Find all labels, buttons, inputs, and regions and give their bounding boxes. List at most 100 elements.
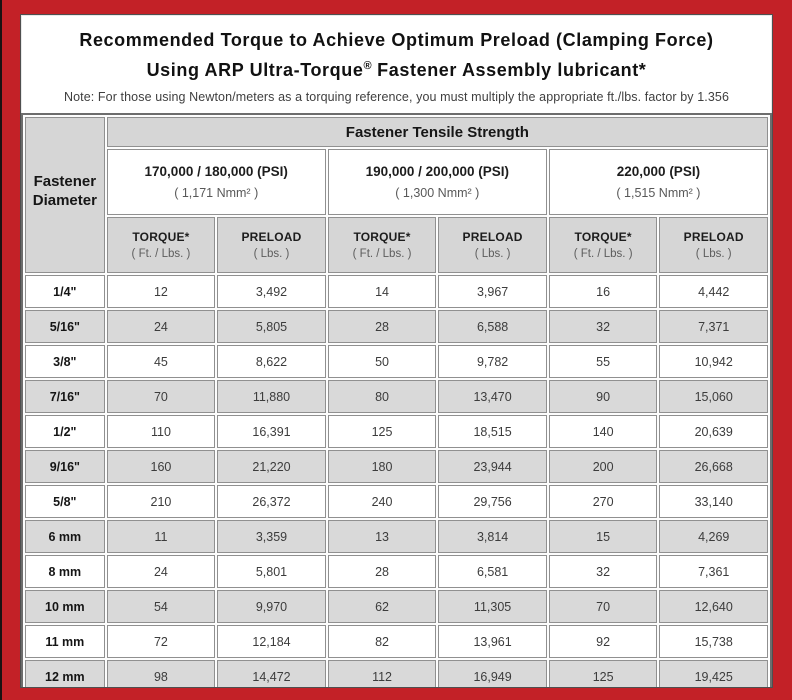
psi-group-220: 220,000 (PSI) ( 1,515 Nmm² ) xyxy=(548,149,768,215)
diameter-cell: 7/16" xyxy=(25,380,105,413)
data-cell: 70 xyxy=(106,380,216,413)
psi-group-header-row: 170,000 / 180,000 (PSI) ( 1,171 Nmm² ) 1… xyxy=(25,149,768,215)
data-cell: 9,782 xyxy=(438,345,547,378)
data-cell: 14,472 xyxy=(217,660,326,687)
data-cell: 110 xyxy=(106,415,216,448)
data-cell: 72 xyxy=(106,625,216,658)
data-cell: 28 xyxy=(327,310,437,343)
diameter-cell: 12 mm xyxy=(25,660,105,687)
tensile-strength-header-row: Fastener Diameter Fastener Tensile Stren… xyxy=(25,117,768,273)
diameter-cell: 5/8" xyxy=(25,485,105,518)
data-cell: 32 xyxy=(548,310,658,343)
data-cell: 13,470 xyxy=(438,380,547,413)
data-cell: 7,371 xyxy=(659,310,768,343)
registered-trademark-symbol: ® xyxy=(363,60,372,72)
table-row: 3/8" 45 8,622 50 9,782 55 10,942 xyxy=(25,345,768,378)
data-cell: 29,756 xyxy=(438,485,547,518)
data-cell: 3,814 xyxy=(438,520,547,553)
data-cell: 3,967 xyxy=(438,275,547,308)
diameter-cell: 1/4" xyxy=(25,275,105,308)
table-row: 6 mm 11 3,359 13 3,814 15 4,269 xyxy=(25,520,768,553)
data-cell: 45 xyxy=(106,345,216,378)
data-cell: 21,220 xyxy=(217,450,326,483)
table-row: 11 mm 72 12,184 82 13,961 92 15,738 xyxy=(25,625,768,658)
data-cell: 13 xyxy=(327,520,437,553)
preload-header: PRELOAD ( Lbs. ) xyxy=(659,217,768,273)
data-cell: 62 xyxy=(327,590,437,623)
data-cell: 24 xyxy=(106,310,216,343)
data-cell: 160 xyxy=(106,450,216,483)
data-cell: 140 xyxy=(548,415,658,448)
data-cell: 90 xyxy=(548,380,658,413)
data-cell: 112 xyxy=(327,660,437,687)
diameter-cell: 1/2" xyxy=(25,415,105,448)
diameter-cell: 5/16" xyxy=(25,310,105,343)
data-cell: 125 xyxy=(327,415,437,448)
data-cell: 26,372 xyxy=(217,485,326,518)
table-row: 12 mm 98 14,472 112 16,949 125 19,425 xyxy=(25,660,768,687)
data-cell: 28 xyxy=(327,555,437,588)
data-cell: 8,622 xyxy=(217,345,326,378)
data-cell: 6,588 xyxy=(438,310,547,343)
data-cell: 5,805 xyxy=(217,310,326,343)
data-cell: 11 xyxy=(106,520,216,553)
data-cell: 12 xyxy=(106,275,216,308)
data-cell: 210 xyxy=(106,485,216,518)
torque-table: Fastener Diameter Fastener Tensile Stren… xyxy=(21,113,772,687)
note-text: Note: For those using Newton/meters as a… xyxy=(63,90,729,104)
data-cell: 80 xyxy=(327,380,437,413)
fastener-diameter-header: Fastener Diameter xyxy=(25,117,105,273)
data-cell: 98 xyxy=(106,660,216,687)
table-row: 10 mm 54 9,970 62 11,305 70 12,640 xyxy=(25,590,768,623)
data-cell: 3,359 xyxy=(217,520,326,553)
data-cell: 6,581 xyxy=(438,555,547,588)
torque-header: TORQUE* ( Ft. / Lbs. ) xyxy=(548,217,658,273)
data-cell: 26,668 xyxy=(659,450,768,483)
data-cell: 92 xyxy=(548,625,658,658)
data-cell: 240 xyxy=(327,485,437,518)
data-cell: 180 xyxy=(327,450,437,483)
diameter-cell: 9/16" xyxy=(25,450,105,483)
data-cell: 24 xyxy=(106,555,216,588)
data-cell: 70 xyxy=(548,590,658,623)
data-cell: 54 xyxy=(106,590,216,623)
table-row: 9/16" 160 21,220 180 23,944 200 26,668 xyxy=(25,450,768,483)
data-cell: 7,361 xyxy=(659,555,768,588)
data-cell: 16,949 xyxy=(438,660,547,687)
data-cell: 200 xyxy=(548,450,658,483)
table-row: 1/2" 110 16,391 125 18,515 140 20,639 xyxy=(25,415,768,448)
data-cell: 18,515 xyxy=(438,415,547,448)
data-cell: 11,880 xyxy=(217,380,326,413)
data-cell: 13,961 xyxy=(438,625,547,658)
diameter-cell: 11 mm xyxy=(25,625,105,658)
data-cell: 16,391 xyxy=(217,415,326,448)
content-panel: Recommended Torque to Achieve Optimum Pr… xyxy=(20,14,773,688)
data-cell: 5,801 xyxy=(217,555,326,588)
data-cell: 23,944 xyxy=(438,450,547,483)
data-cell: 12,184 xyxy=(217,625,326,658)
data-cell: 16 xyxy=(548,275,658,308)
preload-header: PRELOAD ( Lbs. ) xyxy=(217,217,326,273)
diameter-cell: 10 mm xyxy=(25,590,105,623)
data-cell: 4,442 xyxy=(659,275,768,308)
data-cell: 11,305 xyxy=(438,590,547,623)
torque-preload-header-row: TORQUE* ( Ft. / Lbs. ) PRELOAD ( Lbs. ) … xyxy=(25,217,768,273)
preload-header: PRELOAD ( Lbs. ) xyxy=(438,217,547,273)
data-cell: 82 xyxy=(327,625,437,658)
data-cell: 125 xyxy=(548,660,658,687)
title-line-1: Recommended Torque to Achieve Optimum Pr… xyxy=(79,30,714,50)
data-cell: 4,269 xyxy=(659,520,768,553)
title-line-2: Using ARP Ultra-Torque® Fastener Assembl… xyxy=(146,60,647,80)
torque-header: TORQUE* ( Ft. / Lbs. ) xyxy=(327,217,437,273)
data-cell: 9,970 xyxy=(217,590,326,623)
table-row: 1/4" 12 3,492 14 3,967 16 4,442 xyxy=(25,275,768,308)
data-cell: 10,942 xyxy=(659,345,768,378)
diameter-cell: 6 mm xyxy=(25,520,105,553)
table-row: 5/16" 24 5,805 28 6,588 32 7,371 xyxy=(25,310,768,343)
diameter-cell: 8 mm xyxy=(25,555,105,588)
diameter-cell: 3/8" xyxy=(25,345,105,378)
data-cell: 50 xyxy=(327,345,437,378)
table-row: 5/8" 210 26,372 240 29,756 270 33,140 xyxy=(25,485,768,518)
data-cell: 19,425 xyxy=(659,660,768,687)
